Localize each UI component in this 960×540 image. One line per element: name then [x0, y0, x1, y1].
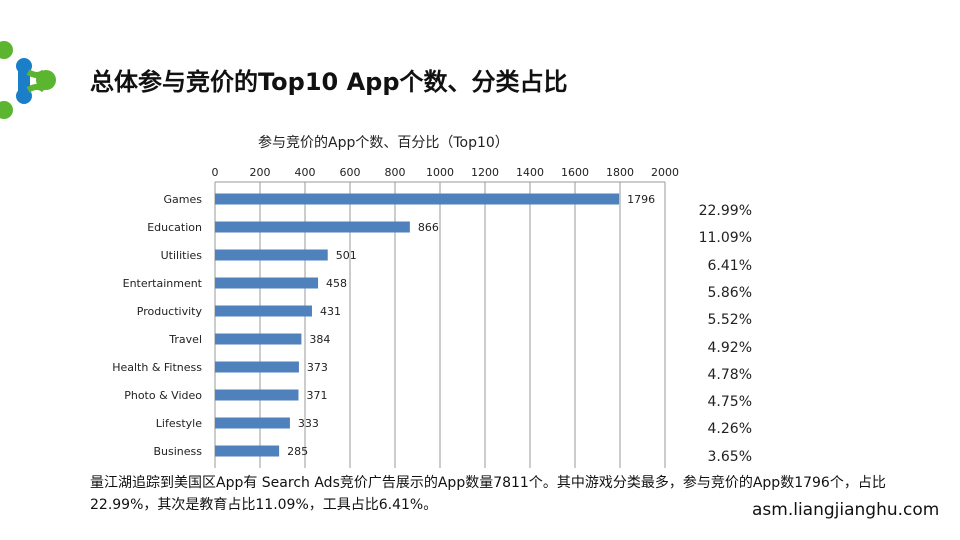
percentage-label: 3.65%	[707, 448, 752, 465]
x-tick-label: 400	[295, 166, 316, 179]
x-tick-label: 1600	[561, 166, 589, 179]
x-tick-label: 600	[340, 166, 361, 179]
data-label: 501	[336, 249, 357, 262]
bar	[215, 221, 410, 233]
data-label: 373	[307, 361, 328, 374]
data-label: 458	[326, 277, 347, 290]
percentage-label: 4.78%	[707, 366, 752, 383]
x-tick-label: 200	[250, 166, 271, 179]
x-tick-label: 1800	[606, 166, 634, 179]
percentage-label: 4.26%	[707, 421, 752, 438]
chart-title: 参与竞价的App个数、百分比（Top10）	[258, 135, 509, 151]
bar	[215, 193, 620, 205]
data-label: 285	[287, 445, 308, 458]
data-label: 1796	[627, 193, 655, 206]
category-label: Lifestyle	[156, 417, 202, 430]
x-tick-label: 1400	[516, 166, 544, 179]
percentage-label: 4.92%	[707, 339, 752, 356]
category-label: Photo & Video	[124, 389, 202, 402]
percentage-label: 6.41%	[707, 257, 752, 274]
category-label: Games	[164, 193, 203, 206]
x-tick-label: 0	[212, 166, 219, 179]
category-label: Business	[153, 445, 202, 458]
category-label: Entertainment	[123, 277, 203, 290]
x-tick-label: 800	[385, 166, 406, 179]
x-tick-label: 1200	[471, 166, 499, 179]
bar	[215, 249, 328, 261]
percentage-label: 11.09%	[698, 230, 752, 247]
percentage-label: 22.99%	[698, 203, 752, 219]
data-label: 333	[298, 417, 319, 430]
category-label: Utilities	[161, 249, 203, 262]
website-url: asm.liangjianghu.com	[752, 500, 940, 520]
bar	[215, 361, 299, 373]
category-label: Travel	[168, 333, 202, 346]
data-label: 866	[418, 221, 439, 234]
bar	[215, 333, 302, 345]
bar	[215, 417, 290, 429]
data-label: 384	[309, 333, 330, 346]
x-tick-label: 2000	[651, 166, 679, 179]
data-label: 371	[306, 389, 327, 402]
page-title: 总体参与竞价的Top10 App个数、分类占比	[90, 68, 568, 96]
percentage-label: 4.75%	[707, 394, 752, 411]
x-tick-label: 1000	[426, 166, 454, 179]
bar	[215, 389, 299, 401]
category-label: Productivity	[137, 305, 203, 318]
bar	[215, 277, 319, 289]
bar	[215, 445, 280, 457]
percentage-label: 5.86%	[707, 284, 752, 301]
category-label: Health & Fitness	[112, 361, 202, 374]
brand-logo	[0, 41, 56, 119]
percentage-label: 5.52%	[707, 312, 752, 329]
data-label: 431	[320, 305, 341, 318]
category-label: Education	[147, 221, 202, 234]
bar	[215, 305, 312, 317]
summary-text: 量江湖追踪到美国区App有 Search Ads竞价广告展示的App数量7811…	[90, 475, 886, 513]
